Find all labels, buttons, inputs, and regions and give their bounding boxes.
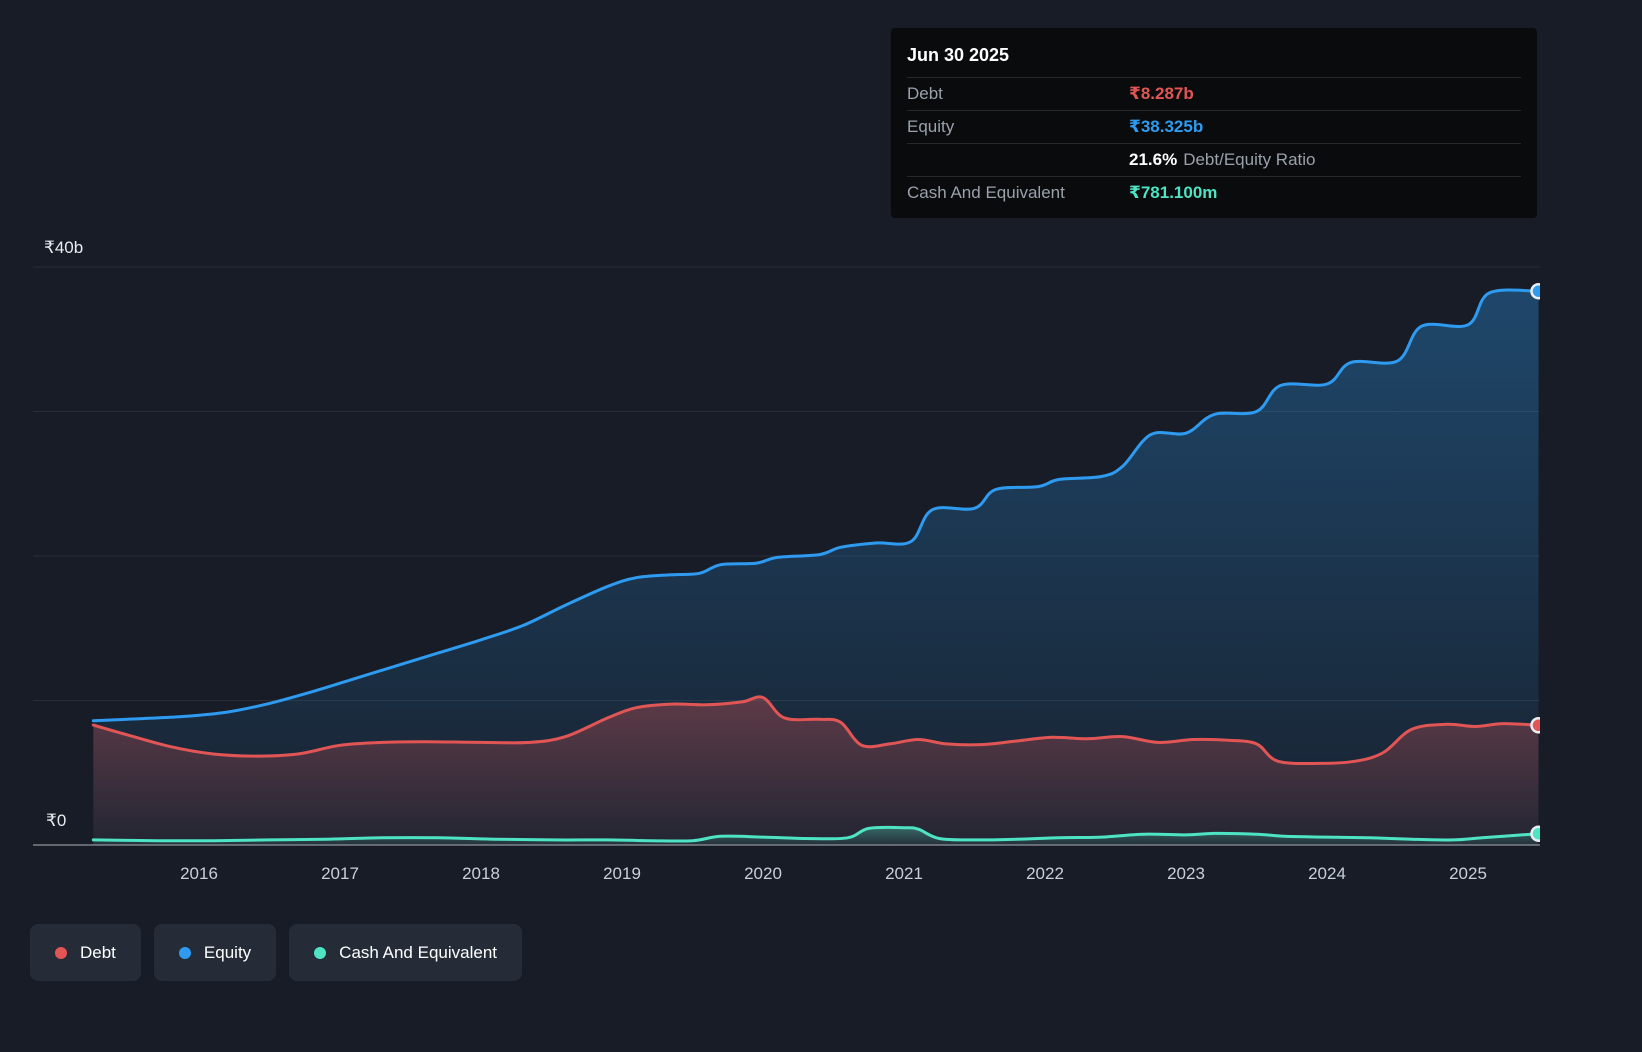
chart-legend: Debt Equity Cash And Equivalent: [30, 924, 523, 981]
tooltip-equity-label: Equity: [907, 117, 955, 136]
x-tick-label: 2016: [180, 864, 218, 883]
debt-endpoint-marker: [1530, 717, 1540, 734]
series-group: [91, 282, 1540, 845]
tooltip-debt-value: ₹8.287b: [1129, 84, 1194, 103]
tooltip-date: Jun 30 2025: [907, 44, 1010, 65]
cash-and-equivalent-area: [93, 827, 1539, 845]
tooltip-row-ratio: 21.6% Debt/Equity Ratio: [907, 143, 1521, 176]
x-tick-label: 2023: [1167, 864, 1205, 883]
chart-tooltip: Jun 30 2025 Debt ₹8.287b Equity ₹38.325b…: [891, 28, 1537, 218]
tooltip-equity-value: ₹38.325b: [1129, 117, 1204, 136]
equity-endpoint-marker: [1530, 282, 1540, 300]
cash-dot-icon: [314, 946, 327, 959]
legend-item-equity[interactable]: Equity: [153, 924, 277, 981]
legend-item-debt[interactable]: Debt: [30, 924, 141, 981]
debt-line: [91, 695, 1540, 766]
tooltip-cash-value: ₹781.100m: [1129, 183, 1218, 202]
x-tick-label: 2024: [1308, 864, 1346, 883]
x-tick-label: 2017: [321, 864, 359, 883]
cash-and-equivalent-endpoint-marker: [1530, 825, 1540, 842]
equity-line: [91, 288, 1540, 723]
debt-area: [93, 696, 1539, 845]
legend-item-cash[interactable]: Cash And Equivalent: [289, 924, 523, 981]
tooltip-row-cash: Cash And Equivalent ₹781.100m: [907, 176, 1521, 209]
equity-area: [93, 290, 1539, 845]
x-axis-labels: 2016 2017 2018 2019 2020 2021 2022 2023 2024 2025: [180, 864, 1487, 883]
legend-debt-label: Debt: [80, 942, 116, 962]
x-tick-label: 2020: [744, 864, 782, 883]
legend-cash-label: Cash And Equivalent: [339, 942, 498, 962]
equity-dot-icon: [178, 946, 191, 959]
x-tick-label: 2019: [603, 864, 641, 883]
y-axis-top-label: ₹40b: [44, 238, 84, 257]
legend-equity-label: Equity: [203, 942, 252, 962]
tooltip-ratio: 21.6% Debt/Equity Ratio: [1129, 150, 1521, 170]
tooltip-cash-label: Cash And Equivalent: [907, 183, 1065, 202]
tooltip-row-debt: Debt ₹8.287b: [907, 77, 1521, 110]
tooltip-row-equity: Equity ₹38.325b: [907, 110, 1521, 143]
tooltip-ratio-label: Debt/Equity Ratio: [1183, 150, 1316, 169]
tooltip-debt-label: Debt: [907, 84, 943, 103]
debt-dot-icon: [55, 946, 67, 959]
x-tick-label: 2018: [462, 864, 500, 883]
x-tick-label: 2025: [1449, 864, 1487, 883]
y-axis-zero-label: ₹0: [46, 811, 67, 830]
x-tick-label: 2021: [885, 864, 923, 883]
x-tick-label: 2022: [1026, 864, 1064, 883]
cash-and-equivalent-line: [91, 825, 1540, 843]
tooltip-ratio-value: 21.6%: [1129, 150, 1178, 169]
